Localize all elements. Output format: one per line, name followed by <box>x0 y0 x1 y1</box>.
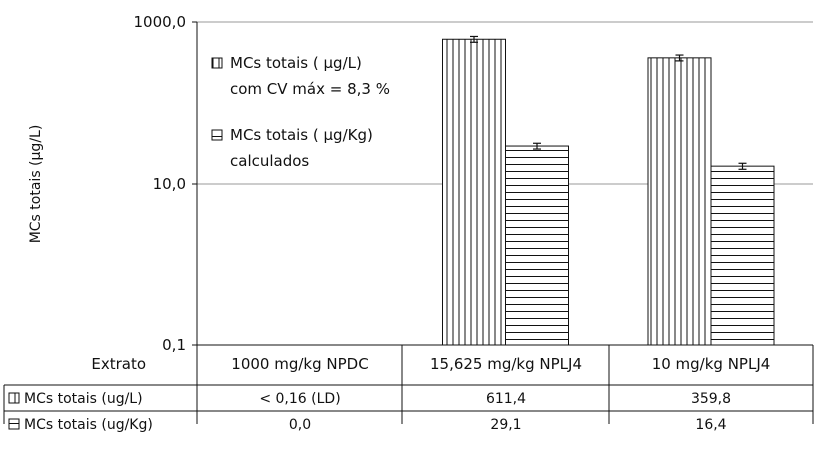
table-row1-label: MCs totais (ug/L) <box>24 391 143 407</box>
table-row2-cell-2: 16,4 <box>695 417 726 433</box>
category-label-1: 15,625 mg/kg NPLJ4 <box>430 355 582 373</box>
table-header-label: Extrato <box>91 355 146 373</box>
table-row2-cell-0: 0,0 <box>289 417 311 433</box>
legend-label-series1-line2: com CV máx = 8,3 % <box>230 80 390 98</box>
legend-swatch-horizontal <box>211 129 223 141</box>
table-row2-cell-1: 29,1 <box>490 417 521 433</box>
legend-label-series1-line1: MCs totais ( µg/L) <box>230 54 362 72</box>
table-row1-cell-2: 359,8 <box>691 391 731 407</box>
error-bar-s2-c2 <box>738 162 747 170</box>
legend: MCs totais ( µg/L) com CV máx = 8,3 % MC… <box>211 54 390 170</box>
y-axis-title: MCs totais (µg/L) <box>28 125 44 244</box>
bars-group <box>442 35 775 346</box>
category-label-0: 1000 mg/kg NPDC <box>231 355 368 373</box>
bar-s2-c2 <box>710 165 775 346</box>
table-row1-cell-1: 611,4 <box>486 391 526 407</box>
table-row2-swatch <box>8 418 20 430</box>
error-bar-s1-c1 <box>470 35 478 43</box>
table-row2-label: MCs totais (ug/Kg) <box>24 417 153 433</box>
legend-label-series2-line2: calculados <box>230 152 309 170</box>
error-bar-s2-c1 <box>533 142 541 150</box>
table-row1-swatch <box>8 392 20 404</box>
legend-label-series2-line1: MCs totais ( µg/Kg) <box>230 126 373 144</box>
data-table <box>3 344 814 424</box>
bar-s1-c1 <box>442 38 506 346</box>
y-tick-label-bottom: 0,1 <box>162 336 186 354</box>
y-tick-label-top: 1000,0 <box>134 13 187 31</box>
error-bar-s1-c2 <box>675 54 684 62</box>
y-tick-label-mid: 10,0 <box>153 175 186 193</box>
table-row1-cell-0: < 0,16 (LD) <box>259 391 340 407</box>
bar-s2-c1 <box>505 145 569 346</box>
legend-swatch-vertical <box>211 57 223 69</box>
category-label-2: 10 mg/kg NPLJ4 <box>652 355 771 373</box>
bar-s1-c2 <box>647 57 712 346</box>
